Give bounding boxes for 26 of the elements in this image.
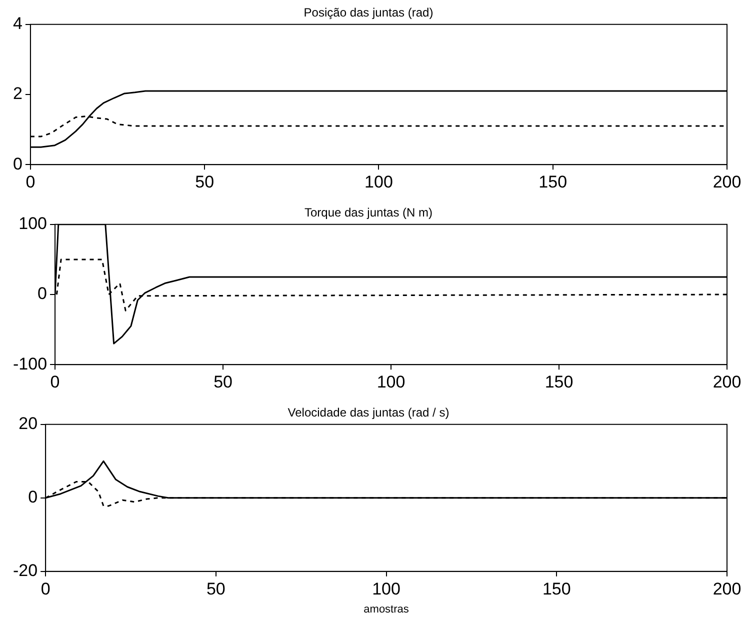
y-tick-label: -100 [12, 354, 48, 374]
x-tick-label: 150 [542, 579, 571, 598]
y-tick-label: 4 [12, 14, 22, 34]
y-tick-label: 2 [12, 84, 22, 104]
x-tick-label: 50 [214, 372, 232, 392]
chart-title: Posição das juntas (rad) [304, 6, 434, 20]
y-tick-label: 0 [38, 284, 48, 304]
x-tick-label: 100 [372, 579, 400, 598]
y-tick-label: 0 [12, 154, 22, 174]
y-tick-label: 100 [18, 214, 48, 234]
x-tick-label: 200 [712, 579, 742, 598]
x-axis-title: amostras [364, 603, 410, 616]
x-tick-label: 150 [544, 372, 574, 392]
x-tick-label: 0 [50, 372, 60, 392]
x-tick-label: 150 [538, 172, 568, 192]
x-tick-label: 200 [712, 372, 742, 392]
chart-title: Velocidade das juntas (rad / s) [288, 406, 450, 420]
x-tick-label: 100 [364, 172, 393, 192]
x-tick-label: 100 [376, 372, 406, 392]
x-tick-label: 50 [206, 579, 226, 598]
y-tick-label: -20 [12, 561, 38, 580]
y-tick-label: 0 [28, 488, 38, 507]
x-tick-label: 200 [712, 172, 742, 192]
y-tick-label: 20 [18, 414, 38, 434]
x-tick-label: 50 [195, 172, 214, 192]
chart-title: Torque das juntas (N m) [304, 206, 433, 220]
